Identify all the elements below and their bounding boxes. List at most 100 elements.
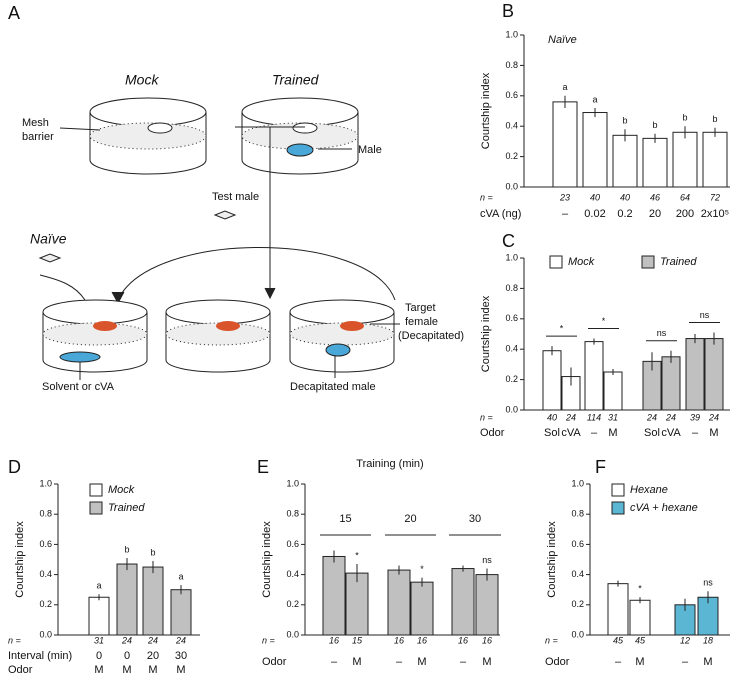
row-label: Odor [480,427,505,439]
x-tick-label: M [703,656,712,668]
bar [607,583,629,636]
n-value: 16 [394,635,404,645]
y-tick-label: 0.8 [505,60,518,70]
y-tick-label: 0.6 [571,539,584,549]
y-axis-label: Courtship index [546,521,558,598]
y-tick-label: 0.6 [505,90,518,100]
n-value: 40 [620,192,630,202]
row-label: cVA (ng) [480,208,521,220]
n-value: 72 [710,192,720,202]
y-tick-label: 0.0 [571,629,584,639]
y-tick-label: 0.2 [571,599,584,609]
x-tick-label: – [562,208,569,220]
x-tick-label: M [417,656,426,668]
bar [88,596,110,636]
arrowhead [264,287,276,300]
x-tick-label: Sol [644,427,660,439]
arrow [39,274,86,301]
x-tick-label: – [615,656,622,668]
x-tick-label: M [352,656,361,668]
y-tick-label: 0.6 [286,539,299,549]
panel-letter: D [8,457,21,477]
label: female [405,316,438,328]
x-tick-label: M [635,656,644,668]
x-tick-label: 2x10⁵ [701,208,729,220]
n-value: 24 [565,412,576,422]
bar [603,371,623,411]
bar [170,589,192,636]
n-value: 46 [650,192,660,202]
row-label: Odor [262,656,287,668]
row-label: Odor [8,664,33,676]
label: Naïve [30,231,67,247]
label: barrier [22,131,54,143]
n-value: 15 [352,635,363,645]
y-tick-label: 0.4 [505,121,518,131]
bar [552,101,578,188]
chart-title: Naïve [548,34,577,46]
y-tick-label: 0.6 [39,539,52,549]
x-tick-label: 20 [147,650,159,662]
bar [542,350,562,411]
legend-swatch [89,501,103,515]
significance-label: * [355,550,359,560]
n-label: n = [545,635,558,645]
y-tick-label: 0.8 [39,509,52,519]
legend-label: Hexane [630,484,668,496]
bar [642,137,668,188]
n-label: n = [480,412,493,422]
n-value: 16 [458,635,468,645]
n-label: n = [262,635,275,645]
mock-chamber [89,97,207,175]
x-tick-label: – [591,427,598,439]
fly [38,253,62,263]
y-tick-label: 0.8 [571,509,584,519]
significance-label: * [420,564,424,574]
n-value: 24 [121,635,132,645]
row-label: Interval (min) [8,650,72,662]
x-tick-label: M [122,664,131,676]
pointer [59,127,101,131]
y-tick-label: 1.0 [505,252,518,262]
panel-letter: E [257,457,269,477]
y-tick-label: 1.0 [286,478,299,488]
significance-label: b [622,116,627,126]
y-tick-label: 0.0 [286,629,299,639]
label: Test male [212,191,259,203]
label: Trained [272,72,320,88]
legend-label: Mock [568,256,595,268]
y-tick-label: 0.8 [286,509,299,519]
y-tick-label: 1.0 [505,29,518,39]
y-tick-label: 0.2 [39,599,52,609]
y-tick-label: 0.0 [39,629,52,639]
bracket-label: ns [700,310,710,320]
test-chambers [42,299,395,373]
legend-swatch [641,255,655,269]
n-label: n = [8,635,21,645]
n-value: 39 [690,412,700,422]
x-tick-label: 0.2 [617,208,632,220]
n-value: 24 [665,412,676,422]
label: Mesh [22,117,49,129]
bracket-label: * [560,324,564,334]
group-label: 20 [404,513,416,525]
x-tick-label: M [148,664,157,676]
arrow [117,247,396,301]
bar [410,581,434,636]
group-label: 30 [469,513,481,525]
x-tick-label: – [331,656,338,668]
group-label: 15 [339,513,351,525]
x-tick-label: M [176,664,185,676]
y-tick-label: 1.0 [571,478,584,488]
legend-swatch [549,255,563,269]
label: Target [405,302,436,314]
panel-letter: A [8,3,20,23]
n-value: 16 [417,635,427,645]
n-value: 18 [703,635,713,645]
n-value: 16 [482,635,492,645]
significance-label: b [712,114,717,124]
x-tick-label: 30 [175,650,187,662]
y-tick-label: 1.0 [39,478,52,488]
legend-label: Mock [108,484,135,496]
